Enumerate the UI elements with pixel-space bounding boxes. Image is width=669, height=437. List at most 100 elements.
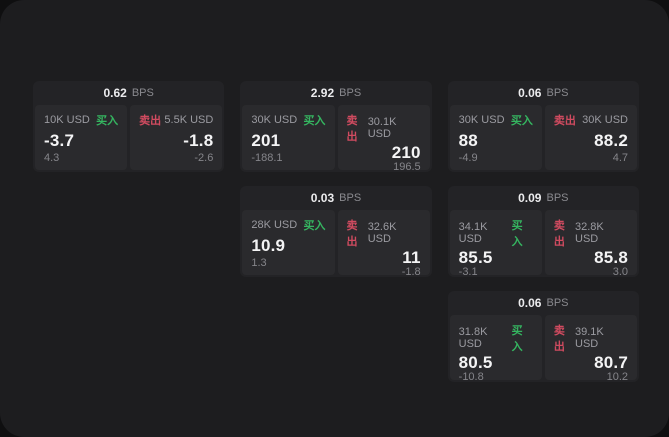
sell-label-row: 卖出 32.6K USD bbox=[347, 217, 421, 249]
sell-label-row: 卖出 30K USD bbox=[554, 112, 628, 128]
buy-panel[interactable]: 31.8K USD 买入 80.5 -10.8 bbox=[449, 315, 542, 383]
buy-label-row: 30K USD 买入 bbox=[459, 112, 533, 128]
sell-amount: 5.5K USD bbox=[164, 114, 214, 126]
sell-label: 卖出 bbox=[553, 220, 565, 248]
cards-grid: 0.62 BPS 10K USD 买入 -3.7 4.3 卖出 5.5K USD bbox=[33, 81, 639, 383]
sell-price: 88.2 bbox=[594, 130, 628, 150]
buy-amount: 30K USD bbox=[251, 114, 298, 126]
sell-label: 卖出 bbox=[553, 115, 576, 127]
sell-panel[interactable]: 卖出 30K USD 88.2 4.7 bbox=[544, 105, 637, 170]
buy-label: 买入 bbox=[511, 220, 523, 248]
sell-delta: 10.2 bbox=[606, 371, 628, 383]
bps-value: 0.62 bbox=[103, 86, 127, 100]
buy-panel[interactable]: 10K USD 买入 -3.7 4.3 bbox=[35, 105, 128, 170]
buy-label: 买入 bbox=[511, 325, 523, 353]
card-body: 28K USD 买入 10.9 1.3 卖出 32.6K USD 11 -1.8 bbox=[242, 210, 430, 278]
sell-label: 卖出 bbox=[139, 115, 162, 127]
buy-amount: 10K USD bbox=[44, 114, 90, 126]
buy-label: 买入 bbox=[96, 115, 119, 127]
sell-price: 11 bbox=[402, 248, 421, 267]
buy-panel[interactable]: 30K USD 买入 88 -4.9 bbox=[449, 105, 542, 170]
buy-panel[interactable]: 34.1K USD 买入 85.5 -3.1 bbox=[449, 210, 542, 278]
quote-card: 2.92 BPS 30K USD 买入 201 -188.1 卖出 30.1K … bbox=[240, 81, 432, 173]
sell-amount: 32.6K USD bbox=[367, 221, 397, 245]
buy-price: 10.9 bbox=[251, 235, 286, 255]
buy-delta: -3.1 bbox=[458, 266, 478, 278]
sell-delta: -2.6 bbox=[194, 152, 214, 164]
sell-panel[interactable]: 卖出 32.6K USD 11 -1.8 bbox=[337, 210, 430, 278]
bps-value: 0.06 bbox=[518, 86, 542, 100]
quote-card: 0.03 BPS 28K USD 买入 10.9 1.3 卖出 32.6K US… bbox=[240, 186, 432, 278]
buy-label-row: 34.1K USD 买入 bbox=[459, 217, 533, 249]
bps-unit: BPS bbox=[131, 87, 154, 99]
card-bps-header: 0.06 BPS bbox=[450, 291, 637, 315]
sell-price: 85.8 bbox=[594, 248, 628, 267]
buy-delta: -10.8 bbox=[458, 371, 484, 383]
buy-label-row: 28K USD 买入 bbox=[251, 217, 325, 233]
sell-label: 卖出 bbox=[553, 325, 565, 353]
card-bps-header: 0.62 BPS bbox=[35, 81, 222, 105]
buy-label: 买入 bbox=[303, 220, 326, 232]
sell-delta: 196.5 bbox=[393, 161, 421, 173]
card-bps-header: 0.06 BPS bbox=[450, 81, 637, 105]
sell-label: 卖出 bbox=[346, 115, 358, 143]
sell-amount: 39.1K USD bbox=[575, 326, 604, 350]
card-body: 34.1K USD 买入 85.5 -3.1 卖出 32.8K USD 85.8… bbox=[449, 210, 637, 278]
card-bps-header: 0.03 BPS bbox=[242, 186, 429, 210]
bps-unit: BPS bbox=[546, 297, 569, 309]
buy-price: 201 bbox=[251, 130, 281, 150]
buy-amount: 30K USD bbox=[458, 114, 505, 126]
sell-amount: 32.8K USD bbox=[575, 221, 604, 245]
buy-label-row: 30K USD 买入 bbox=[251, 112, 325, 128]
bps-unit: BPS bbox=[546, 87, 569, 99]
bps-value: 0.03 bbox=[310, 191, 335, 205]
sell-panel[interactable]: 卖出 32.8K USD 85.8 3.0 bbox=[544, 210, 637, 278]
card-bps-header: 2.92 BPS bbox=[242, 81, 429, 105]
buy-delta: 4.3 bbox=[44, 152, 60, 164]
card-body: 30K USD 买入 201 -188.1 卖出 30.1K USD 210 1… bbox=[242, 105, 430, 173]
buy-price: 85.5 bbox=[458, 248, 493, 267]
sell-label-row: 卖出 5.5K USD bbox=[139, 112, 213, 128]
buy-delta: -188.1 bbox=[251, 152, 283, 164]
buy-price: 80.5 bbox=[458, 353, 493, 372]
sell-delta: 4.7 bbox=[612, 152, 628, 164]
sell-label-row: 卖出 39.1K USD bbox=[554, 322, 628, 354]
buy-label-row: 31.8K USD 买入 bbox=[459, 322, 533, 354]
buy-label: 买入 bbox=[303, 115, 326, 127]
quote-card: 0.62 BPS 10K USD 买入 -3.7 4.3 卖出 5.5K USD bbox=[33, 81, 225, 172]
card-bps-header: 0.09 BPS bbox=[450, 186, 637, 210]
buy-amount: 34.1K USD bbox=[458, 221, 488, 245]
sell-price: 80.7 bbox=[594, 353, 628, 372]
sell-price: -1.8 bbox=[183, 130, 214, 150]
bps-value: 0.06 bbox=[518, 296, 542, 310]
buy-panel[interactable]: 28K USD 买入 10.9 1.3 bbox=[242, 210, 335, 275]
quote-card: 0.06 BPS 30K USD 买入 88 -4.9 卖出 30K USD bbox=[447, 81, 639, 172]
sell-panel[interactable]: 卖出 39.1K USD 80.7 10.2 bbox=[544, 315, 637, 383]
buy-label: 买入 bbox=[510, 115, 533, 127]
sell-label-row: 卖出 30.1K USD bbox=[347, 112, 421, 144]
sell-amount: 30K USD bbox=[582, 114, 628, 126]
buy-delta: -4.9 bbox=[458, 152, 478, 164]
buy-amount: 28K USD bbox=[251, 219, 298, 231]
buy-price: -3.7 bbox=[44, 130, 75, 150]
card-body: 31.8K USD 买入 80.5 -10.8 卖出 39.1K USD 80.… bbox=[449, 315, 637, 383]
sell-panel[interactable]: 卖出 30.1K USD 210 196.5 bbox=[337, 105, 430, 173]
quote-card: 0.09 BPS 34.1K USD 买入 85.5 -3.1 卖出 32.8K… bbox=[447, 186, 639, 278]
buy-amount: 31.8K USD bbox=[458, 326, 488, 350]
sell-price: 210 bbox=[391, 143, 421, 162]
quote-card: 0.06 BPS 31.8K USD 买入 80.5 -10.8 卖出 39.1… bbox=[447, 291, 639, 383]
sell-label: 卖出 bbox=[346, 220, 358, 248]
sell-delta: -1.8 bbox=[401, 266, 421, 278]
buy-panel[interactable]: 30K USD 买入 201 -188.1 bbox=[242, 105, 335, 170]
bps-unit: BPS bbox=[339, 87, 362, 99]
card-body: 10K USD 买入 -3.7 4.3 卖出 5.5K USD -1.8 -2.… bbox=[35, 105, 223, 170]
bps-unit: BPS bbox=[546, 192, 569, 204]
bps-value: 0.09 bbox=[518, 191, 542, 205]
sell-amount: 30.1K USD bbox=[367, 116, 397, 140]
bps-unit: BPS bbox=[339, 192, 362, 204]
sell-panel[interactable]: 卖出 5.5K USD -1.8 -2.6 bbox=[130, 105, 223, 170]
buy-label-row: 10K USD 买入 bbox=[44, 112, 118, 128]
sell-label-row: 卖出 32.8K USD bbox=[554, 217, 628, 249]
card-body: 30K USD 买入 88 -4.9 卖出 30K USD 88.2 4.7 bbox=[449, 105, 637, 170]
